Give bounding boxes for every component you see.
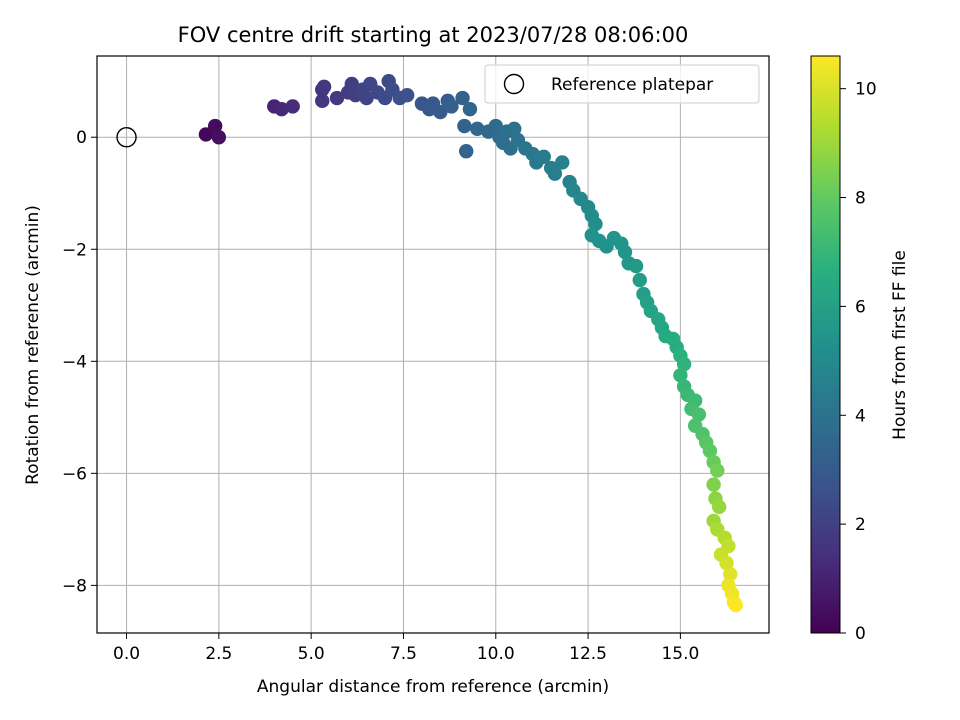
data-point — [455, 90, 470, 106]
data-point — [691, 407, 707, 422]
data-point — [673, 368, 688, 383]
x-tick-label: 12.5 — [569, 644, 607, 664]
colorbar-tick-label: 8 — [855, 189, 866, 209]
data-point — [617, 244, 633, 260]
chart-title: FOV centre drift starting at 2023/07/28 … — [178, 23, 689, 47]
reference-platepar-marker — [116, 127, 137, 148]
legend: Reference platepar — [484, 64, 760, 104]
colorbar-ticks: 0 2 4 6 8 10 — [840, 80, 877, 644]
colorbar: 0 2 4 6 8 10 Hours from first FF file — [810, 55, 910, 644]
y-tick-label: −4 — [62, 352, 87, 372]
x-tick-label: 7.5 — [390, 644, 417, 664]
data-point — [536, 149, 551, 165]
legend-marker-reference — [503, 73, 525, 95]
data-point — [198, 127, 214, 142]
colorbar-tick-label: 2 — [855, 515, 866, 535]
data-point — [285, 99, 300, 114]
x-tick-label: 0.0 — [113, 644, 140, 664]
data-point — [344, 76, 359, 92]
data-point — [444, 99, 459, 114]
data-point — [507, 121, 522, 137]
colorbar-tick-label: 10 — [855, 80, 877, 100]
data-point — [470, 121, 485, 137]
data-point — [462, 102, 478, 117]
plot-frame — [96, 55, 770, 634]
colorbar-tick-label: 0 — [855, 624, 866, 644]
data-point — [359, 90, 374, 106]
data-point — [555, 155, 570, 170]
data-point — [274, 102, 289, 117]
data-points — [116, 74, 743, 613]
data-point — [676, 356, 692, 372]
data-point — [728, 597, 743, 613]
y-tick-label: 0 — [76, 128, 87, 148]
grid-lines — [97, 56, 769, 633]
data-point — [207, 118, 223, 134]
x-axis-label: Angular distance from reference (arcmin) — [257, 677, 609, 697]
data-point — [711, 499, 727, 515]
data-point — [457, 118, 472, 134]
data-point — [316, 79, 332, 95]
data-point — [706, 477, 721, 492]
data-point — [329, 90, 345, 106]
y-axis-label: Rotation from reference (arcmin) — [23, 205, 43, 485]
data-point — [628, 258, 644, 274]
y-axis-ticks: 0 −2 −4 −6 −8 — [62, 128, 97, 596]
x-tick-label: 2.5 — [205, 644, 232, 664]
data-point — [433, 104, 448, 120]
x-tick-label: 10.0 — [477, 644, 515, 664]
data-point — [702, 443, 718, 459]
x-axis-ticks: 0.0 2.5 5.0 7.5 10.0 12.5 15.0 — [113, 633, 699, 664]
y-tick-label: −6 — [62, 464, 87, 484]
data-point — [588, 216, 603, 232]
legend-label-reference: Reference platepar — [551, 75, 713, 95]
data-point — [315, 93, 330, 109]
colorbar-tick-label: 4 — [855, 406, 866, 426]
y-tick-label: −8 — [62, 576, 87, 596]
data-point — [719, 555, 734, 571]
colorbar-tick-label: 6 — [855, 297, 866, 317]
data-point — [211, 130, 227, 145]
data-point — [710, 463, 725, 478]
data-point — [547, 166, 563, 181]
colorbar-gradient — [810, 55, 841, 634]
data-point — [459, 144, 474, 159]
data-point — [488, 118, 503, 134]
data-point — [723, 566, 738, 582]
colorbar-label: Hours from first FF file — [890, 250, 910, 440]
x-tick-label: 5.0 — [298, 644, 325, 664]
legend-box — [484, 64, 760, 104]
y-tick-label: −2 — [62, 240, 87, 260]
x-tick-label: 15.0 — [661, 644, 699, 664]
data-point — [632, 272, 647, 288]
data-point — [399, 88, 415, 103]
